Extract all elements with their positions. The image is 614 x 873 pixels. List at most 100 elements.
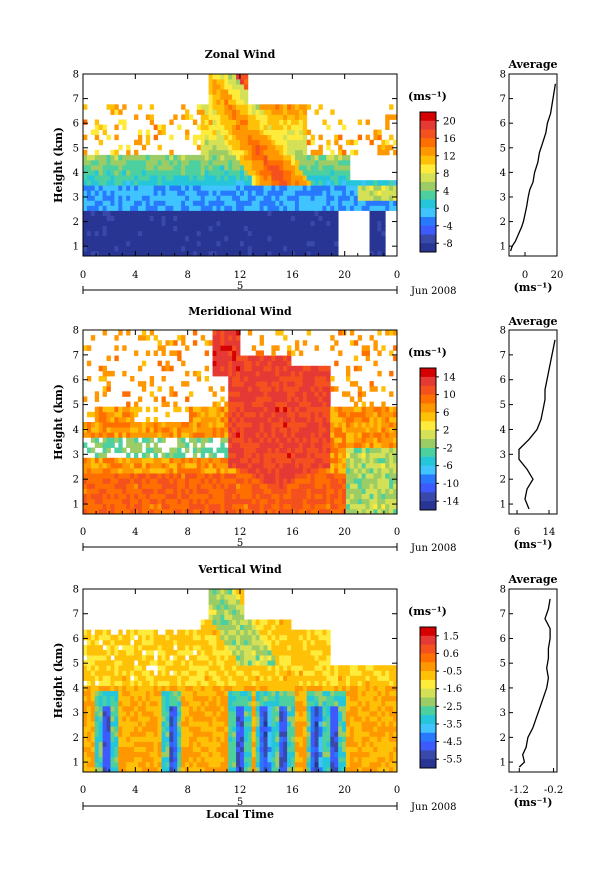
heatmap-cell xyxy=(216,508,221,515)
heatmap-cell xyxy=(243,503,249,510)
heatmap-cell xyxy=(240,457,245,464)
heatmap-cell xyxy=(141,230,147,237)
heatmap-cell xyxy=(255,124,261,131)
heatmap-cell xyxy=(224,210,229,216)
heatmap-cell xyxy=(137,225,143,232)
heatmap-cell xyxy=(330,452,335,459)
heatmap-cell xyxy=(271,406,276,413)
heatmap-cell xyxy=(208,478,213,484)
heatmap-cell xyxy=(110,240,115,247)
heatmap-cell xyxy=(157,665,162,671)
heatmap-cell xyxy=(322,200,327,206)
heatmap-cell xyxy=(177,736,182,742)
heatmap-cell xyxy=(369,422,374,428)
heatmap-cell xyxy=(275,391,280,397)
heatmap-cell xyxy=(302,396,308,402)
heatmap-cell xyxy=(161,165,166,171)
heatmap-cell xyxy=(279,104,284,110)
heatmap-cell xyxy=(342,205,347,211)
heatmap-cell xyxy=(141,756,147,763)
heatmap-cell xyxy=(157,731,162,737)
heatmap-cell xyxy=(185,396,190,402)
heatmap-cell xyxy=(86,741,92,747)
heatmap-cell xyxy=(188,493,194,500)
heatmap-cell xyxy=(102,493,107,500)
heatmap-cell xyxy=(196,503,202,510)
heatmap-cell xyxy=(114,700,119,707)
heatmap-cell xyxy=(287,427,292,433)
heatmap-cell xyxy=(173,235,178,242)
heatmap-cell xyxy=(153,675,158,681)
heatmap-cell xyxy=(302,159,308,166)
heatmap-cell xyxy=(90,639,96,646)
heatmap-cell xyxy=(141,751,147,758)
heatmap-cell xyxy=(294,503,300,510)
heatmap-cell xyxy=(137,462,143,469)
heatmap-cell xyxy=(271,129,276,136)
heatmap-cell xyxy=(114,680,119,686)
heatmap-cell xyxy=(118,245,123,252)
heatmap-cell xyxy=(243,235,249,242)
heatmap-cell xyxy=(224,159,229,166)
heatmap-cell xyxy=(114,639,119,646)
heatmap-cell xyxy=(161,650,166,656)
heatmap-cell xyxy=(255,144,261,151)
heatmap-cell xyxy=(137,190,143,196)
heatmap-cell xyxy=(255,498,261,505)
heatmap-cell xyxy=(259,210,264,216)
heatmap-cell xyxy=(110,437,115,443)
heatmap-cell xyxy=(338,175,343,181)
colorbar-tick-label: 6 xyxy=(443,408,449,419)
heatmap-cell xyxy=(110,416,115,423)
heatmap-cell xyxy=(200,134,206,141)
heatmap-cell xyxy=(200,159,206,166)
heatmap-cell xyxy=(208,483,213,489)
heatmap-cell xyxy=(318,134,323,141)
heatmap-cell xyxy=(243,498,249,505)
heatmap-cell xyxy=(240,84,245,90)
heatmap-cell xyxy=(83,629,88,636)
heatmap-cell xyxy=(283,144,288,151)
heatmap-cell xyxy=(118,726,123,732)
heatmap-cell xyxy=(298,175,304,181)
heatmap-cell xyxy=(393,498,398,505)
heatmap-cell xyxy=(212,175,217,181)
heatmap-cell xyxy=(169,340,174,346)
heatmap-cell xyxy=(149,488,155,494)
heatmap-cell xyxy=(243,99,249,105)
heatmap-cell xyxy=(169,119,174,125)
heatmap-cell xyxy=(326,195,331,201)
heatmap-cell xyxy=(118,766,123,773)
heatmap-cell xyxy=(228,139,233,146)
heatmap-cell xyxy=(314,488,319,494)
heatmap-cell xyxy=(137,670,143,676)
heatmap-cell xyxy=(114,751,119,758)
heatmap-cell xyxy=(334,185,339,191)
heatmap-cell xyxy=(149,235,155,242)
heatmap-cell xyxy=(173,230,178,237)
heatmap-cell xyxy=(165,240,170,247)
heatmap-cell xyxy=(98,462,104,469)
heatmap-cell xyxy=(173,761,178,768)
heatmap-cell xyxy=(102,185,107,191)
heatmap-cell xyxy=(310,452,315,459)
heatmap-cell xyxy=(263,230,268,237)
heatmap-cell xyxy=(188,721,194,727)
heatmap-cell xyxy=(157,175,162,181)
heatmap-cell xyxy=(157,675,162,681)
heatmap-cell xyxy=(389,442,394,448)
heatmap-cell xyxy=(185,644,190,651)
heatmap-cell xyxy=(389,330,394,336)
heatmap-cell xyxy=(134,478,139,484)
heatmap-cell xyxy=(102,736,107,742)
heatmap-cell xyxy=(310,220,315,227)
heatmap-cell xyxy=(365,200,370,206)
heatmap-cell xyxy=(251,376,257,382)
heatmap-cell xyxy=(377,129,382,136)
heatmap-cell xyxy=(216,170,221,176)
heatmap-cell xyxy=(149,437,155,443)
heatmap-cell xyxy=(141,690,147,697)
heatmap-cell xyxy=(220,89,225,95)
heatmap-cell xyxy=(291,175,296,181)
heatmap-cell xyxy=(114,180,119,186)
